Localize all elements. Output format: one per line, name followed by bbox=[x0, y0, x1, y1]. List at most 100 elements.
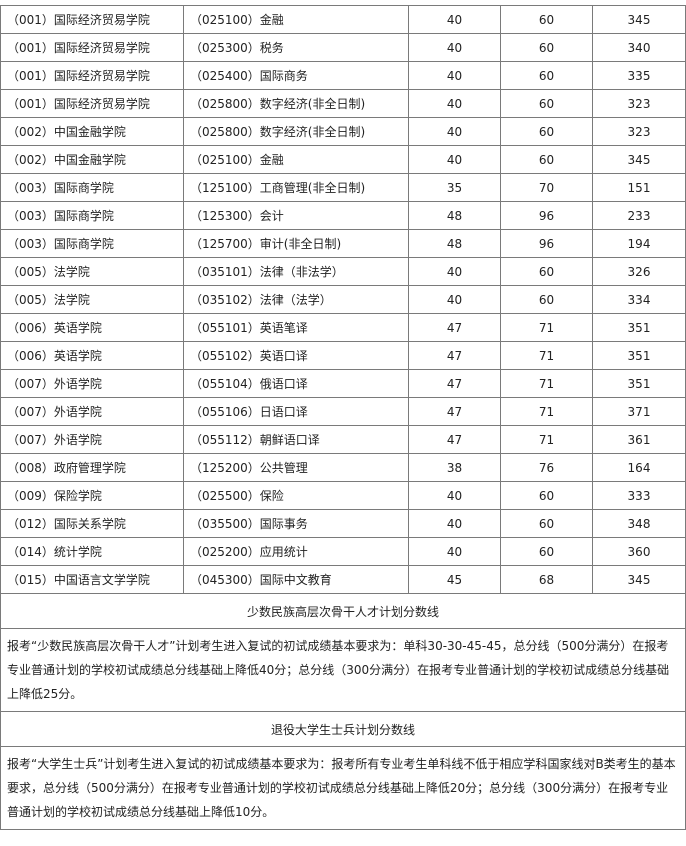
total-score-cell: 340 bbox=[592, 33, 686, 62]
table-row: （008）政府管理学院 （125200）公共管理 38 76 164 bbox=[0, 453, 686, 482]
major-cell: （035102）法律（法学） bbox=[183, 285, 409, 314]
table-row: （007）外语学院 （055104）俄语口译 47 71 351 bbox=[0, 369, 686, 398]
major-cell: （025500）保险 bbox=[183, 481, 409, 510]
college-cell: （005）法学院 bbox=[0, 257, 184, 286]
total-score-cell: 351 bbox=[592, 313, 686, 342]
single-score-cell-1: 47 bbox=[408, 397, 501, 426]
college-cell: （001）国际经济贸易学院 bbox=[0, 33, 184, 62]
total-score-cell: 351 bbox=[592, 341, 686, 370]
single-score-cell-2: 60 bbox=[500, 509, 593, 538]
total-score-cell: 323 bbox=[592, 89, 686, 118]
single-score-cell-2: 60 bbox=[500, 145, 593, 174]
score-table-body: （001）国际经济贸易学院 （025100）金融 40 60 345 （001）国际经济贸… bbox=[0, 5, 686, 594]
major-cell: （025200）应用统计 bbox=[183, 537, 409, 566]
major-cell: （055102）英语口译 bbox=[183, 341, 409, 370]
single-score-cell-1: 48 bbox=[408, 201, 501, 230]
table-row: （002）中国金融学院 （025100）金融 40 60 345 bbox=[0, 145, 686, 174]
total-score-cell: 334 bbox=[592, 285, 686, 314]
single-score-cell-1: 40 bbox=[408, 257, 501, 286]
single-score-cell-2: 60 bbox=[500, 89, 593, 118]
college-cell: （007）外语学院 bbox=[0, 425, 184, 454]
major-cell: （025100）金融 bbox=[183, 145, 409, 174]
single-score-cell-2: 71 bbox=[500, 341, 593, 370]
college-cell: （009）保险学院 bbox=[0, 481, 184, 510]
table-row: （014）统计学院 （025200）应用统计 40 60 360 bbox=[0, 537, 686, 566]
college-cell: （003）国际商学院 bbox=[0, 229, 184, 258]
major-cell: （125700）审计(非全日制) bbox=[183, 229, 409, 258]
total-score-cell: 371 bbox=[592, 397, 686, 426]
single-score-cell-1: 40 bbox=[408, 145, 501, 174]
total-score-cell: 164 bbox=[592, 453, 686, 482]
single-score-cell-2: 60 bbox=[500, 33, 593, 62]
major-cell: （045300）国际中文教育 bbox=[183, 565, 409, 594]
table-row: （001）国际经济贸易学院 （025400）国际商务 40 60 335 bbox=[0, 61, 686, 90]
college-cell: （015）中国语言文学学院 bbox=[0, 565, 184, 594]
major-cell: （055104）俄语口译 bbox=[183, 369, 409, 398]
total-score-cell: 351 bbox=[592, 369, 686, 398]
single-score-cell-2: 60 bbox=[500, 481, 593, 510]
table-row: （003）国际商学院 （125700）审计(非全日制) 48 96 194 bbox=[0, 229, 686, 258]
table-row: （001）国际经济贸易学院 （025800）数字经济(非全日制) 40 60 323 bbox=[0, 89, 686, 118]
single-score-cell-1: 47 bbox=[408, 369, 501, 398]
single-score-cell-2: 71 bbox=[500, 397, 593, 426]
single-score-cell-2: 76 bbox=[500, 453, 593, 482]
total-score-cell: 326 bbox=[592, 257, 686, 286]
major-cell: （025800）数字经济(非全日制) bbox=[183, 89, 409, 118]
veteran-heading: 退役大学生士兵计划分数线 bbox=[0, 711, 686, 747]
single-score-cell-1: 47 bbox=[408, 313, 501, 342]
single-score-cell-2: 60 bbox=[500, 5, 593, 34]
single-score-cell-2: 70 bbox=[500, 173, 593, 202]
single-score-cell-1: 47 bbox=[408, 425, 501, 454]
college-cell: （003）国际商学院 bbox=[0, 201, 184, 230]
total-score-cell: 151 bbox=[592, 173, 686, 202]
single-score-cell-2: 96 bbox=[500, 201, 593, 230]
veteran-text: 报考“大学生士兵”计划考生进入复试的初试成绩基本要求为：报考所有专业考生单科线不… bbox=[0, 746, 686, 830]
major-cell: （025100）金融 bbox=[183, 5, 409, 34]
college-cell: （001）国际经济贸易学院 bbox=[0, 61, 184, 90]
single-score-cell-1: 40 bbox=[408, 481, 501, 510]
table-row: （005）法学院 （035101）法律（非法学） 40 60 326 bbox=[0, 257, 686, 286]
table-row: （009）保险学院 （025500）保险 40 60 333 bbox=[0, 481, 686, 510]
table-row: （006）英语学院 （055101）英语笔译 47 71 351 bbox=[0, 313, 686, 342]
single-score-cell-1: 40 bbox=[408, 117, 501, 146]
veteran-text-row: 报考“大学生士兵”计划考生进入复试的初试成绩基本要求为：报考所有专业考生单科线不… bbox=[0, 746, 686, 830]
score-table: （001）国际经济贸易学院 （025100）金融 40 60 345 （001）国际经济贸… bbox=[0, 5, 686, 830]
single-score-cell-1: 40 bbox=[408, 33, 501, 62]
table-row: （001）国际经济贸易学院 （025300）税务 40 60 340 bbox=[0, 33, 686, 62]
table-row: （003）国际商学院 （125100）工商管理(非全日制) 35 70 151 bbox=[0, 173, 686, 202]
major-cell: （125100）工商管理(非全日制) bbox=[183, 173, 409, 202]
single-score-cell-1: 35 bbox=[408, 173, 501, 202]
major-cell: （025300）税务 bbox=[183, 33, 409, 62]
total-score-cell: 233 bbox=[592, 201, 686, 230]
table-row: （007）外语学院 （055106）日语口译 47 71 371 bbox=[0, 397, 686, 426]
single-score-cell-1: 40 bbox=[408, 509, 501, 538]
total-score-cell: 345 bbox=[592, 145, 686, 174]
minority-heading-row: 少数民族高层次骨干人才计划分数线 bbox=[0, 593, 686, 629]
single-score-cell-2: 60 bbox=[500, 285, 593, 314]
total-score-cell: 361 bbox=[592, 425, 686, 454]
single-score-cell-1: 38 bbox=[408, 453, 501, 482]
veteran-heading-row: 退役大学生士兵计划分数线 bbox=[0, 711, 686, 747]
single-score-cell-2: 71 bbox=[500, 425, 593, 454]
total-score-cell: 323 bbox=[592, 117, 686, 146]
college-cell: （014）统计学院 bbox=[0, 537, 184, 566]
college-cell: （002）中国金融学院 bbox=[0, 145, 184, 174]
table-row: （015）中国语言文学学院 （045300）国际中文教育 45 68 345 bbox=[0, 565, 686, 594]
single-score-cell-1: 45 bbox=[408, 565, 501, 594]
major-cell: （125300）会计 bbox=[183, 201, 409, 230]
single-score-cell-2: 60 bbox=[500, 537, 593, 566]
total-score-cell: 345 bbox=[592, 565, 686, 594]
single-score-cell-2: 60 bbox=[500, 117, 593, 146]
college-cell: （006）英语学院 bbox=[0, 341, 184, 370]
single-score-cell-2: 96 bbox=[500, 229, 593, 258]
single-score-cell-1: 40 bbox=[408, 5, 501, 34]
table-row: （006）英语学院 （055102）英语口译 47 71 351 bbox=[0, 341, 686, 370]
major-cell: （055101）英语笔译 bbox=[183, 313, 409, 342]
single-score-cell-1: 48 bbox=[408, 229, 501, 258]
college-cell: （001）国际经济贸易学院 bbox=[0, 89, 184, 118]
single-score-cell-2: 60 bbox=[500, 257, 593, 286]
major-cell: （035101）法律（非法学） bbox=[183, 257, 409, 286]
minority-text-row: 报考“少数民族高层次骨干人才”计划考生进入复试的初试成绩基本要求为：单科30-3… bbox=[0, 628, 686, 712]
minority-heading: 少数民族高层次骨干人才计划分数线 bbox=[0, 593, 686, 629]
major-cell: （035500）国际事务 bbox=[183, 509, 409, 538]
